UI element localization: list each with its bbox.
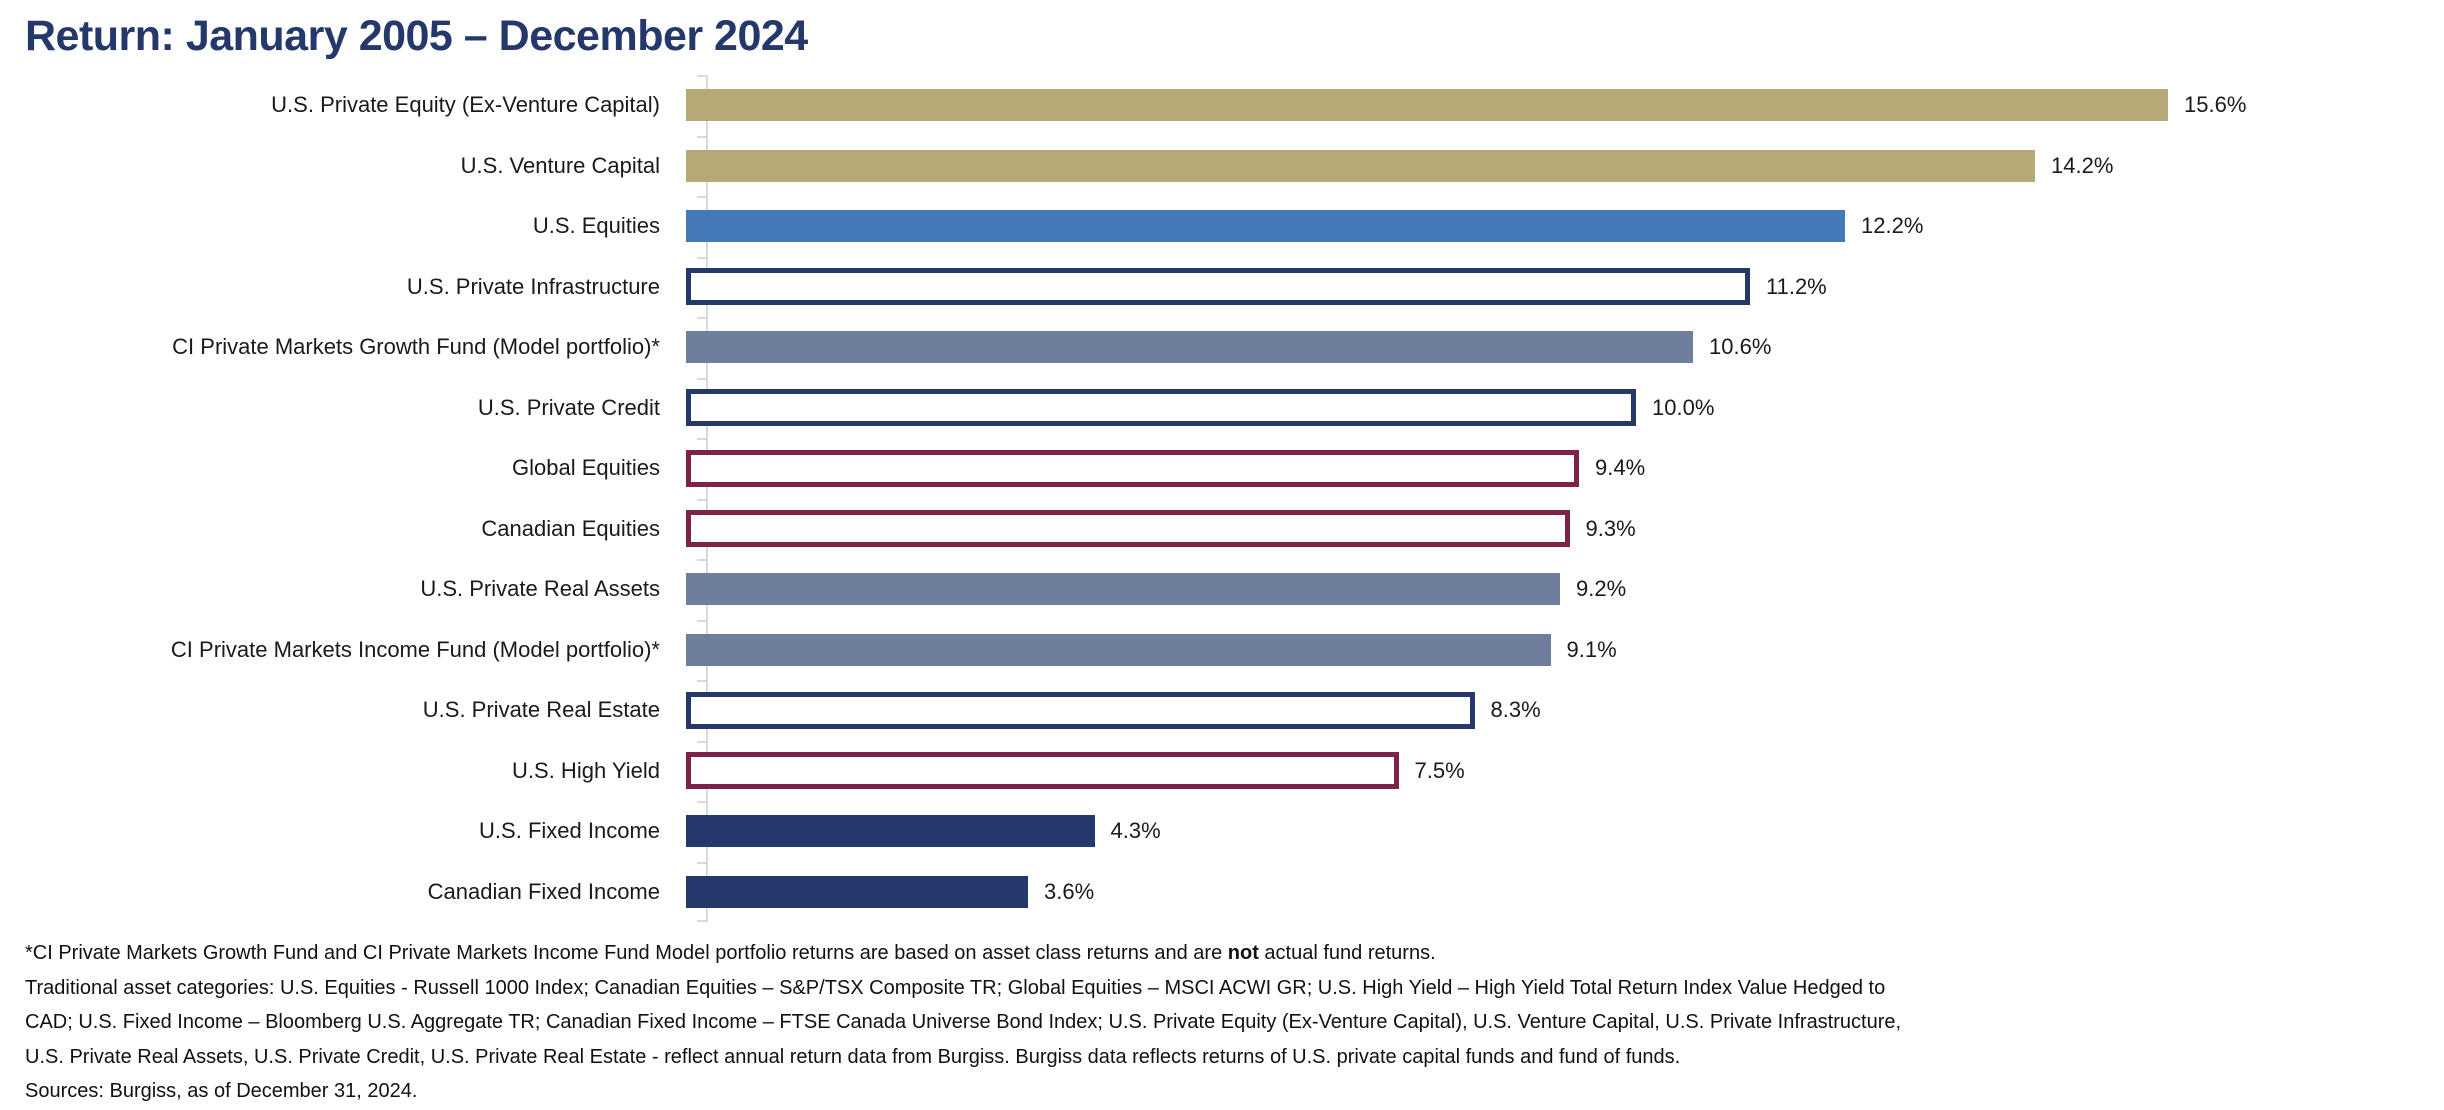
footnote-model-portfolio: *CI Private Markets Growth Fund and CI P… bbox=[25, 936, 2425, 971]
category-label: Canadian Equities bbox=[481, 515, 660, 541]
axis-tick bbox=[697, 498, 708, 501]
page-title: Return: January 2005 – December 2024 bbox=[25, 12, 808, 60]
category-label: U.S. Private Real Assets bbox=[420, 576, 660, 602]
category-label: U.S. Equities bbox=[532, 213, 660, 239]
axis-tick bbox=[697, 75, 708, 77]
axis-tick bbox=[697, 135, 708, 138]
chart-row: Canadian Equities 9.3% bbox=[0, 499, 2444, 560]
chart-rows: U.S. Private Equity (Ex-Venture Capital)… bbox=[0, 75, 2444, 922]
bar bbox=[686, 691, 1475, 729]
bar-area: 3.6% bbox=[684, 862, 2444, 923]
axis-tick bbox=[697, 619, 708, 622]
bar-area: 8.3% bbox=[684, 680, 2444, 741]
chart-row: CI Private Markets Growth Fund (Model po… bbox=[0, 317, 2444, 378]
chart-row: U.S. Private Real Estate 8.3% bbox=[0, 680, 2444, 741]
axis-tick bbox=[697, 559, 708, 561]
chart-row: U.S. Private Infrastructure 11.2% bbox=[0, 257, 2444, 318]
chart-row: U.S. Private Real Assets 9.2% bbox=[0, 559, 2444, 620]
bar bbox=[686, 149, 2035, 182]
chart-row: Global Equities 9.4% bbox=[0, 438, 2444, 499]
category-label: U.S. Fixed Income bbox=[479, 818, 660, 844]
axis-tick bbox=[697, 801, 708, 803]
chart-row: U.S. Equities 12.2% bbox=[0, 196, 2444, 257]
value-label: 8.3% bbox=[1490, 697, 1541, 723]
chart-row: U.S. Private Equity (Ex-Venture Capital)… bbox=[0, 75, 2444, 136]
footnote-text: *CI Private Markets Growth Fund and CI P… bbox=[25, 942, 1228, 964]
bar-area: 10.0% bbox=[684, 378, 2444, 439]
axis-tick bbox=[697, 920, 708, 922]
axis-tick bbox=[697, 196, 708, 198]
bar bbox=[686, 449, 1579, 487]
bar bbox=[686, 815, 1095, 848]
value-label: 9.4% bbox=[1595, 455, 1646, 481]
bar bbox=[686, 633, 1551, 666]
bar-area: 9.1% bbox=[684, 620, 2444, 681]
bar-area: 4.3% bbox=[684, 801, 2444, 862]
bar-chart: U.S. Private Equity (Ex-Venture Capital)… bbox=[0, 75, 2444, 922]
bar bbox=[686, 510, 1570, 548]
bar bbox=[686, 210, 1845, 243]
bar-area: 9.3% bbox=[684, 499, 2444, 560]
chart-row: U.S. Private Credit 10.0% bbox=[0, 378, 2444, 439]
bar-area: 14.2% bbox=[684, 136, 2444, 197]
category-label: CI Private Markets Growth Fund (Model po… bbox=[172, 334, 660, 360]
bar-area: 9.4% bbox=[684, 438, 2444, 499]
bar bbox=[686, 89, 2168, 122]
bar bbox=[686, 389, 1636, 427]
bar bbox=[686, 875, 1028, 908]
chart-row: U.S. High Yield 7.5% bbox=[0, 741, 2444, 802]
y-axis-line bbox=[697, 75, 708, 922]
chart-row: CI Private Markets Income Fund (Model po… bbox=[0, 620, 2444, 681]
bar-area: 15.6% bbox=[684, 75, 2444, 136]
value-label: 9.2% bbox=[1576, 576, 1627, 602]
footnote-text: actual fund returns. bbox=[1258, 942, 1436, 964]
value-label: 9.1% bbox=[1566, 636, 1617, 662]
category-label: U.S. High Yield bbox=[512, 757, 660, 783]
value-label: 11.2% bbox=[1766, 273, 1827, 299]
bar-area: 11.2% bbox=[684, 257, 2444, 318]
category-label: Global Equities bbox=[512, 455, 660, 481]
axis-tick bbox=[697, 256, 708, 259]
chart-row: Canadian Fixed Income 3.6% bbox=[0, 862, 2444, 923]
value-label: 9.3% bbox=[1585, 515, 1636, 541]
axis-tick bbox=[697, 740, 708, 743]
value-label: 7.5% bbox=[1414, 757, 1465, 783]
chart-row: U.S. Venture Capital 14.2% bbox=[0, 136, 2444, 197]
value-label: 12.2% bbox=[1861, 213, 1924, 239]
axis-tick bbox=[697, 377, 708, 380]
footnote-bold-not: not bbox=[1227, 942, 1259, 964]
value-label: 15.6% bbox=[2184, 92, 2247, 118]
footnote-categories-line-2: CAD; U.S. Fixed Income – Bloomberg U.S. … bbox=[25, 1011, 1902, 1033]
bar-area: 7.5% bbox=[684, 741, 2444, 802]
bar bbox=[686, 331, 1693, 364]
category-label: CI Private Markets Income Fund (Model po… bbox=[170, 636, 660, 662]
axis-tick bbox=[697, 861, 708, 864]
category-label: U.S. Private Real Estate bbox=[422, 697, 660, 723]
category-label: Canadian Fixed Income bbox=[427, 878, 660, 904]
category-label: U.S. Private Credit bbox=[477, 394, 660, 420]
value-label: 3.6% bbox=[1044, 878, 1095, 904]
footnote-categories-line-3: U.S. Private Real Assets, U.S. Private C… bbox=[25, 1045, 1681, 1068]
category-label: U.S. Venture Capital bbox=[460, 152, 660, 178]
category-label: U.S. Private Equity (Ex-Venture Capital) bbox=[271, 92, 660, 118]
axis-tick bbox=[697, 438, 708, 440]
chart-row: U.S. Fixed Income 4.3% bbox=[0, 801, 2444, 862]
footnote-sources: Sources: Burgiss, as of December 31, 202… bbox=[25, 1080, 418, 1102]
value-label: 14.2% bbox=[2051, 152, 2114, 178]
bar bbox=[686, 573, 1560, 606]
value-label: 4.3% bbox=[1110, 818, 1161, 844]
category-label: U.S. Private Infrastructure bbox=[406, 273, 660, 299]
footnotes: *CI Private Markets Growth Fund and CI P… bbox=[25, 936, 2425, 1109]
value-label: 10.6% bbox=[1709, 334, 1772, 360]
bar bbox=[686, 752, 1399, 790]
axis-tick bbox=[697, 317, 708, 319]
value-label: 10.0% bbox=[1652, 394, 1715, 420]
bar-area: 10.6% bbox=[684, 317, 2444, 378]
bar-area: 9.2% bbox=[684, 559, 2444, 620]
bar-area: 12.2% bbox=[684, 196, 2444, 257]
bar bbox=[686, 268, 1750, 306]
axis-tick bbox=[697, 680, 708, 682]
footnote-categories-line-1: Traditional asset categories: U.S. Equit… bbox=[25, 976, 1886, 999]
